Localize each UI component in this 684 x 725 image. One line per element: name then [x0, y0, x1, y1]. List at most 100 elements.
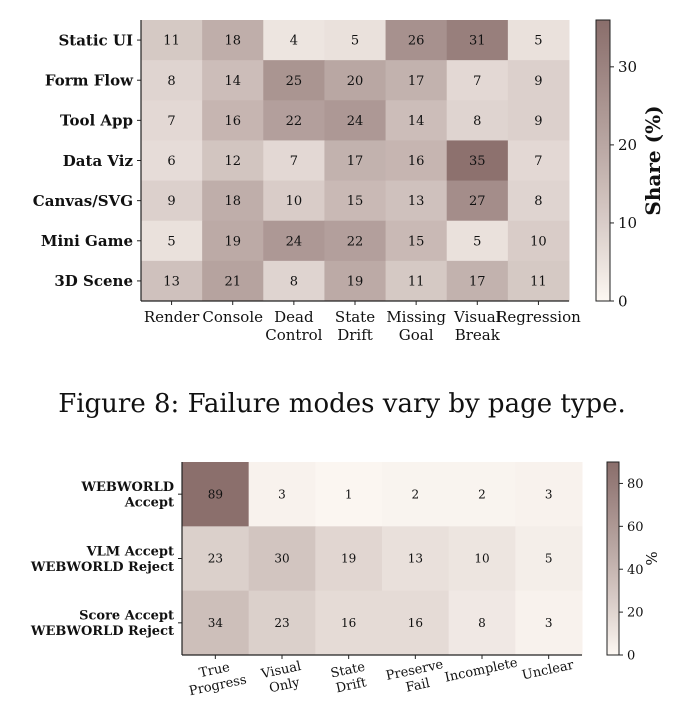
cell-value-label: 8	[290, 274, 298, 289]
heatmap-cell	[515, 462, 583, 527]
column-label: Missing	[386, 308, 446, 326]
heatmap-cell	[315, 590, 383, 656]
colorbar-tick-label: 40	[627, 563, 644, 578]
heatmap-cell	[507, 20, 570, 61]
heatmap-cell	[141, 60, 203, 101]
row-label: Accept	[124, 496, 174, 511]
heatmap-cell	[141, 100, 203, 141]
cell-value-label: 14	[224, 74, 241, 89]
cell-value-label: 23	[274, 616, 289, 630]
heatmap-cell	[315, 526, 383, 592]
cell-value-label: 5	[473, 234, 481, 249]
cell-value-label: 13	[408, 194, 425, 209]
cell-value-label: 10	[286, 194, 303, 209]
cell-value-label: 17	[408, 74, 425, 89]
cell-value-label: 16	[224, 114, 241, 129]
heatmap-cell	[182, 590, 250, 656]
heatmap-cell	[315, 462, 383, 527]
heatmap-cell	[324, 60, 387, 101]
cell-value-label: 17	[347, 154, 364, 169]
cell-value-label: 20	[347, 74, 364, 89]
colorbar-tick-label: 20	[618, 136, 637, 154]
cell-value-label: 22	[286, 114, 303, 129]
column-label: Dead	[274, 308, 314, 326]
heatmap-cell	[385, 180, 448, 222]
cell-value-label: 26	[408, 34, 425, 49]
column-label: Regression	[496, 308, 581, 326]
heatmap-failure-by-page-type: 11 18 4 5 26 31 5 8 14 25 20 17 7 9 7 16 22 24 14 8 9 6 12 7 17 1…	[33, 19, 665, 344]
cell-value-label: 15	[347, 194, 364, 209]
heatmap-cell	[446, 260, 509, 302]
cell-value-label: 7	[167, 114, 175, 129]
cell-value-label: 8	[478, 616, 486, 630]
cell-value-label: 5	[545, 552, 553, 566]
heatmap-cell	[446, 220, 509, 262]
heatmap-cell	[515, 590, 583, 656]
heatmap-cell	[248, 590, 316, 656]
cell-value-label: 8	[473, 114, 481, 129]
heatmap-cell	[382, 590, 450, 656]
heatmap-cell	[202, 220, 264, 262]
column-label: State	[329, 660, 366, 682]
cell-value-label: 3	[545, 487, 553, 501]
heatmap-cell	[385, 140, 448, 182]
heatmap-cell	[248, 462, 316, 527]
heatmap-cell	[385, 100, 448, 141]
heatmap-cell	[507, 140, 570, 182]
heatmap-cell	[324, 180, 387, 222]
heatmap-cell	[182, 526, 250, 592]
heatmap-cell	[141, 140, 203, 182]
cell-value-label: 1	[345, 487, 353, 501]
row-label: WEBWORLD Reject	[30, 624, 174, 639]
heatmap-cell	[448, 590, 516, 656]
heatmap-cell	[507, 220, 570, 262]
colorbar	[606, 461, 620, 656]
heatmap-cell	[263, 140, 325, 182]
column-label: Render	[144, 308, 200, 326]
colorbar-tick-label: 10	[618, 214, 637, 232]
row-label: Data Viz	[63, 152, 134, 170]
cell-value-label: 10	[474, 552, 489, 566]
heatmap-cell	[141, 260, 203, 302]
cell-value-label: 19	[341, 552, 356, 566]
cell-value-label: 3	[545, 616, 553, 630]
heatmap-cell	[385, 260, 448, 302]
column-label: Break	[455, 326, 501, 344]
column-label: Incomplete	[443, 655, 519, 685]
cell-value-label: 31	[469, 34, 486, 49]
column-label: Fail	[404, 676, 431, 696]
figure-caption: Figure 8: Failure modes vary by page typ…	[58, 389, 626, 419]
cell-value-label: 23	[208, 552, 223, 566]
cell-value-label: 9	[534, 74, 542, 89]
heatmap-cell	[202, 180, 264, 222]
column-label: State	[335, 308, 375, 326]
column-label: Unclear	[521, 658, 576, 684]
cell-value-label: 10	[530, 234, 547, 249]
heatmap-cell	[446, 60, 509, 101]
cell-value-label: 4	[290, 34, 298, 49]
heatmap-cell	[507, 260, 570, 302]
heatmap-cell	[448, 526, 516, 592]
row-label: Canvas/SVG	[33, 192, 133, 210]
heatmap-cell	[202, 20, 264, 61]
row-label: VLM Accept	[86, 544, 174, 559]
heatmap-cell	[263, 20, 325, 61]
cell-value-label: 18	[224, 194, 241, 209]
heatmap-cell	[248, 526, 316, 592]
heatmap-cell	[202, 260, 264, 302]
colorbar-label: %	[643, 551, 661, 565]
cell-value-label: 12	[224, 154, 241, 169]
heatmap-cell	[141, 20, 203, 61]
cell-value-label: 89	[208, 487, 223, 501]
cell-value-label: 11	[163, 34, 180, 49]
column-label: Visual	[453, 308, 501, 326]
column-label: Control	[265, 326, 322, 344]
heatmap-cell	[507, 100, 570, 141]
colorbar	[595, 19, 611, 302]
colorbar-tick-label: 60	[627, 520, 644, 535]
cell-value-label: 13	[408, 552, 423, 566]
column-label: Drift	[337, 326, 373, 344]
cell-value-label: 27	[469, 194, 486, 209]
row-label: 3D Scene	[54, 272, 133, 290]
